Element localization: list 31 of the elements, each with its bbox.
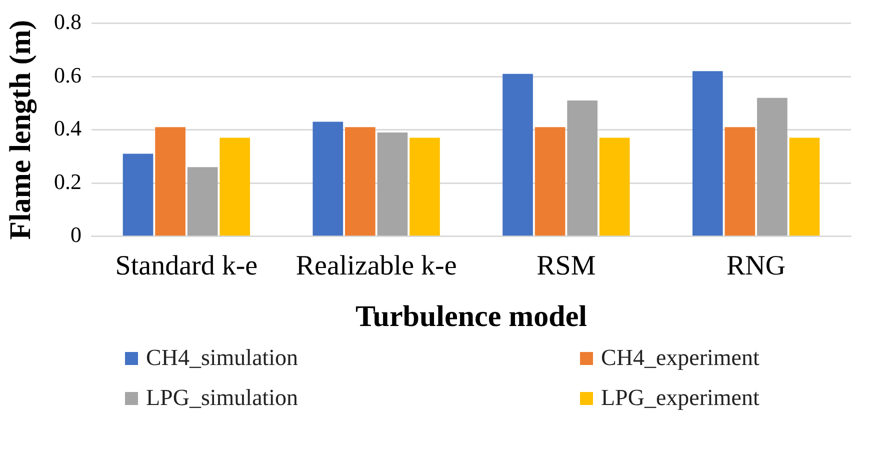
bar: [724, 127, 756, 236]
y-tick-label: 0: [70, 222, 82, 248]
legend-label: LPG_experiment: [601, 385, 760, 411]
bar: [757, 98, 788, 236]
x-tick-label: RNG: [726, 250, 786, 282]
legend-label: CH4_simulation: [146, 345, 298, 371]
x-axis-title: Turbulence model: [356, 300, 587, 333]
y-tick-label: 0.6: [54, 62, 82, 88]
bar: [692, 71, 723, 236]
legend-label: CH4_experiment: [601, 345, 760, 371]
y-axis-title: Flame length (m): [4, 20, 37, 240]
bar: [410, 138, 440, 236]
x-tick-label: Realizable k-e: [296, 250, 457, 282]
bar: [187, 167, 218, 236]
bar: [567, 100, 598, 236]
y-tick-label: 0.2: [54, 168, 82, 194]
bar: [122, 154, 154, 236]
bar: [345, 127, 376, 236]
bar: [789, 138, 820, 236]
bar: [155, 127, 186, 236]
y-tick-label: 0.8: [54, 8, 82, 34]
legend-label: LPG_simulation: [146, 385, 298, 411]
bar: [534, 127, 566, 236]
bar: [599, 138, 630, 236]
bar: [377, 132, 408, 236]
bar: [220, 138, 250, 236]
y-tick-label: 0.4: [54, 116, 82, 141]
x-tick-label: Standard k-e: [115, 250, 258, 282]
bar: [502, 74, 533, 236]
bar: [312, 122, 344, 236]
x-tick-label: RSM: [536, 250, 596, 282]
